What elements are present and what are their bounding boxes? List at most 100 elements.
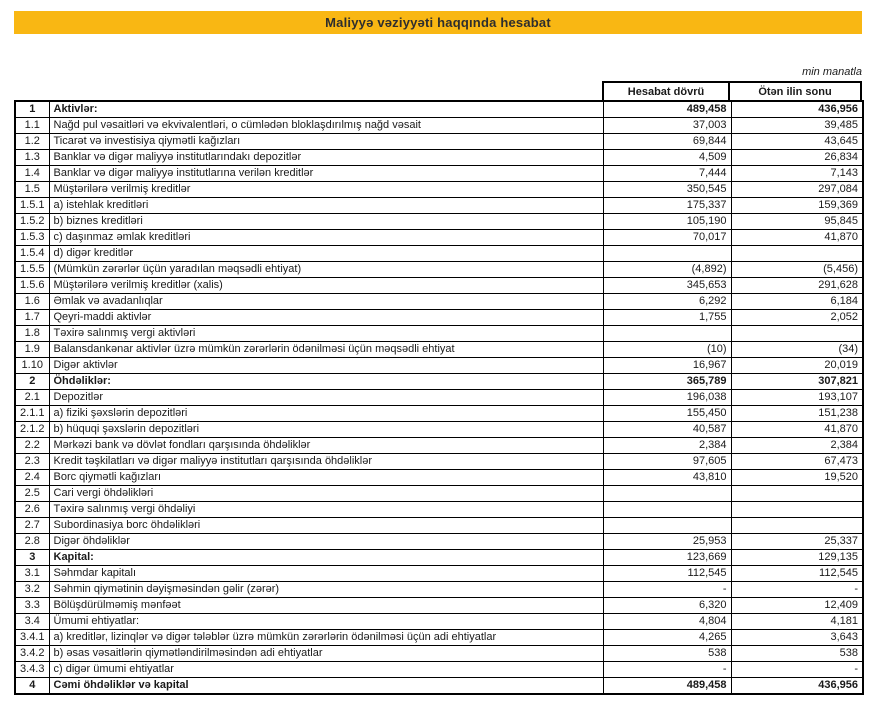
row-number: 1.7 (14, 309, 50, 326)
row-number: 4 (14, 677, 50, 695)
row-number: 1.5.6 (14, 277, 50, 294)
row-number: 1.1 (14, 117, 50, 134)
value-previous-year-end: 19,520 (730, 469, 864, 486)
row-label: Kredit təşkilatları və digər maliyyə ins… (48, 453, 604, 470)
value-previous-year-end: (5,456) (730, 261, 864, 278)
row-number: 1.5.1 (14, 197, 50, 214)
value-current-period (602, 501, 732, 518)
row-label: b) hüquqi şəxslərin depozitləri (48, 421, 604, 438)
column-header-previous-year-end: Ötən ilin sonu (730, 81, 862, 100)
row-label: Ticarət və investisiya qiymətli kağızlar… (48, 133, 604, 150)
value-previous-year-end (730, 485, 864, 502)
report-title: Maliyyə vəziyyəti haqqında hesabat (325, 15, 551, 30)
row-number: 3.4.1 (14, 629, 50, 646)
value-previous-year-end (730, 245, 864, 262)
value-current-period: 196,038 (602, 389, 732, 406)
value-previous-year-end (730, 501, 864, 518)
row-number: 2.7 (14, 517, 50, 534)
table-row: 1.5.1 a) istehlak kreditləri 175,337 159,36… (14, 197, 864, 214)
value-current-period (602, 245, 732, 262)
row-label: Müştərilərə verilmiş kreditlər (xalis) (48, 277, 604, 294)
value-current-period: 1,755 (602, 309, 732, 326)
row-label: (Mümkün zərərlər üçün yaradılan məqsədli… (48, 261, 604, 278)
value-current-period: 123,669 (602, 549, 732, 566)
value-previous-year-end: (34) (730, 341, 864, 358)
value-current-period: 69,844 (602, 133, 732, 150)
table-row: 2.1.1 a) fiziki şəxslərin depozitləri 155,… (14, 405, 864, 422)
row-number: 2.6 (14, 501, 50, 518)
row-label: c) digər ümumi ehtiyatlar (48, 661, 604, 678)
value-previous-year-end (730, 517, 864, 534)
row-number: 3.2 (14, 581, 50, 598)
table-row: 2.5 Cari vergi öhdəlikləri (14, 485, 864, 502)
table-row: 3 Kapital: 123,669 129,135 (14, 549, 864, 566)
value-previous-year-end: 291,628 (730, 277, 864, 294)
row-label: Qeyri-maddi aktivlər (48, 309, 604, 326)
value-current-period: 16,967 (602, 357, 732, 374)
value-previous-year-end: 4,181 (730, 613, 864, 630)
value-previous-year-end (730, 325, 864, 342)
row-number: 1.2 (14, 133, 50, 150)
row-number: 1.5.5 (14, 261, 50, 278)
value-previous-year-end: 20,019 (730, 357, 864, 374)
value-previous-year-end: 6,184 (730, 293, 864, 310)
row-number: 3 (14, 549, 50, 566)
row-number: 2 (14, 373, 50, 390)
table-row: 1.10 Digər aktivlər 16,967 20,019 (14, 357, 864, 374)
table-row: 3.4.1 a) kreditlər, lizinqlər və digər tə… (14, 629, 864, 646)
value-previous-year-end: 7,143 (730, 165, 864, 182)
value-current-period: 37,003 (602, 117, 732, 134)
row-label: Kapital: (48, 549, 604, 566)
value-current-period: 6,320 (602, 597, 732, 614)
value-current-period (602, 325, 732, 342)
row-label: b) əsas vəsaitlərin qiymətləndirilməsind… (48, 645, 604, 662)
value-current-period: 489,458 (602, 677, 732, 695)
row-label: Səhmdar kapitalı (48, 565, 604, 582)
row-label: Balansdankənar aktivlər üzrə mümkün zərə… (48, 341, 604, 358)
value-current-period: 112,545 (602, 565, 732, 582)
value-current-period: (4,892) (602, 261, 732, 278)
table-body: 1 Aktivlər: 489,458 436,956 1.1 Nağd pul vəsa… (14, 100, 864, 695)
row-label: Cəmi öhdəliklər və kapital (48, 677, 604, 695)
row-number: 3.4.3 (14, 661, 50, 678)
table-row: 1.5.4 d) digər kreditlər (14, 245, 864, 262)
value-current-period: 7,444 (602, 165, 732, 182)
row-number: 1.9 (14, 341, 50, 358)
row-number: 2.1.2 (14, 421, 50, 438)
value-current-period (602, 517, 732, 534)
value-current-period: 6,292 (602, 293, 732, 310)
value-previous-year-end: 41,870 (730, 421, 864, 438)
row-label: Subordinasiya borc öhdəlikləri (48, 517, 604, 534)
value-current-period: 155,450 (602, 405, 732, 422)
row-label: Digər aktivlər (48, 357, 604, 374)
row-label: c) daşınmaz əmlak kreditləri (48, 229, 604, 246)
value-previous-year-end: - (730, 661, 864, 678)
value-previous-year-end: 95,845 (730, 213, 864, 230)
row-number: 2.1.1 (14, 405, 50, 422)
table-row: 1.5.6 Müştərilərə verilmiş kreditlər (xal… (14, 277, 864, 294)
table-row: 2.2 Mərkəzi bank və dövlət fondları qarşı… (14, 437, 864, 454)
row-label: Borc qiymətli kağızları (48, 469, 604, 486)
row-number: 1.8 (14, 325, 50, 342)
value-current-period: - (602, 661, 732, 678)
value-current-period: 105,190 (602, 213, 732, 230)
table-row: 2.8 Digər öhdəliklər 25,953 25,337 (14, 533, 864, 550)
table-row: 2 Öhdəliklər: 365,789 307,821 (14, 373, 864, 390)
table-row: 4 Cəmi öhdəliklər və kapital 489,458 436,95… (14, 677, 864, 695)
table-row: 1.2 Ticarət və investisiya qiymətli kağız… (14, 133, 864, 150)
value-previous-year-end: 436,956 (730, 100, 864, 118)
value-current-period: 350,545 (602, 181, 732, 198)
table-row: 1 Aktivlər: 489,458 436,956 (14, 100, 864, 118)
table-row: 2.6 Təxirə salınmış vergi öhdəliyi (14, 501, 864, 518)
row-number: 1.3 (14, 149, 50, 166)
value-previous-year-end: 112,545 (730, 565, 864, 582)
row-label: Banklar və digər maliyyə institutlarında… (48, 149, 604, 166)
row-number: 3.1 (14, 565, 50, 582)
row-number: 2.8 (14, 533, 50, 550)
table-row: 3.3 Bölüşdürülməmiş mənfəət 6,320 12,409 (14, 597, 864, 614)
value-current-period (602, 485, 732, 502)
row-number: 1.5.2 (14, 213, 50, 230)
row-label: Aktivlər: (48, 100, 604, 118)
value-previous-year-end: 67,473 (730, 453, 864, 470)
value-current-period: 4,509 (602, 149, 732, 166)
